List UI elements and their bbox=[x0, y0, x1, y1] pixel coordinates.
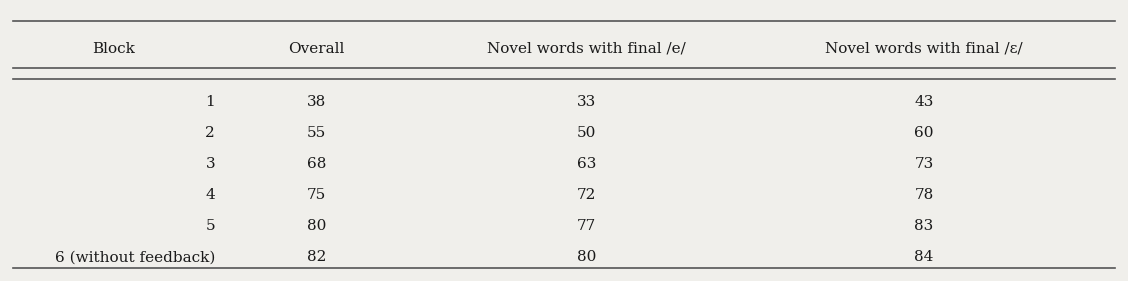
Text: 6 (without feedback): 6 (without feedback) bbox=[55, 250, 215, 264]
Text: 60: 60 bbox=[915, 126, 934, 140]
Text: Novel words with final /ɛ/: Novel words with final /ɛ/ bbox=[826, 42, 1023, 56]
Text: 4: 4 bbox=[205, 188, 215, 202]
Text: 75: 75 bbox=[307, 188, 326, 202]
Text: 55: 55 bbox=[307, 126, 326, 140]
Text: 68: 68 bbox=[307, 157, 326, 171]
Text: 73: 73 bbox=[915, 157, 934, 171]
Text: Novel words with final /e/: Novel words with final /e/ bbox=[487, 42, 686, 56]
Text: 72: 72 bbox=[576, 188, 597, 202]
Text: 83: 83 bbox=[915, 219, 934, 233]
Text: 2: 2 bbox=[205, 126, 215, 140]
Text: 3: 3 bbox=[205, 157, 215, 171]
Text: 63: 63 bbox=[576, 157, 597, 171]
Text: 43: 43 bbox=[915, 94, 934, 108]
Text: 5: 5 bbox=[205, 219, 215, 233]
Text: Block: Block bbox=[92, 42, 135, 56]
Text: 82: 82 bbox=[307, 250, 326, 264]
Text: 77: 77 bbox=[576, 219, 596, 233]
Text: 78: 78 bbox=[915, 188, 934, 202]
Text: 50: 50 bbox=[576, 126, 597, 140]
Text: Overall: Overall bbox=[289, 42, 345, 56]
Text: 84: 84 bbox=[915, 250, 934, 264]
Text: 38: 38 bbox=[307, 94, 326, 108]
Text: 80: 80 bbox=[576, 250, 597, 264]
Text: 33: 33 bbox=[576, 94, 596, 108]
Text: 1: 1 bbox=[205, 94, 215, 108]
Text: 80: 80 bbox=[307, 219, 326, 233]
